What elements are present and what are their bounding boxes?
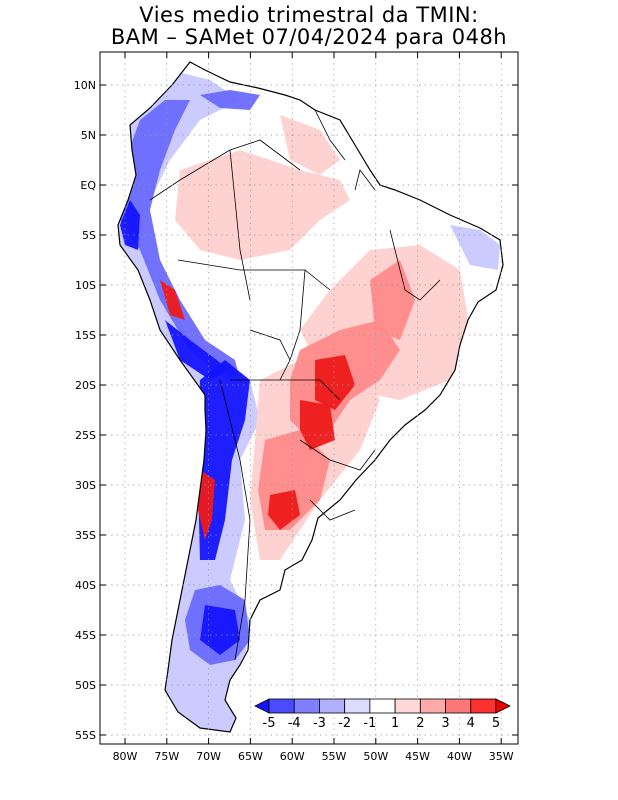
border-line	[177, 259, 331, 291]
red-mid-goias	[370, 260, 415, 340]
colorbar-box	[369, 698, 396, 714]
blue-mid-caribbean	[200, 90, 260, 110]
lat-label: 40S	[75, 579, 96, 592]
map-frame	[99, 51, 519, 745]
lon-label: 70W	[196, 750, 221, 763]
blue-strong-patagonia	[200, 605, 240, 655]
colorbar-label: -4	[288, 716, 301, 731]
red-strong-andes-central	[198, 470, 215, 540]
colorbar-label: -1	[363, 716, 376, 731]
border-line	[309, 499, 356, 521]
red-strong-chaco	[300, 400, 335, 450]
lon-label: 45W	[405, 750, 430, 763]
lat-label: 10S	[75, 279, 96, 292]
lon-label: 55W	[322, 750, 347, 763]
colorbar: -5 -4 -3 -2 -1 1 2 3 4 5	[254, 698, 511, 731]
colorbar-labels: -5 -4 -3 -2 -1 1 2 3 4 5	[263, 716, 501, 731]
lon-label: 65W	[238, 750, 263, 763]
colorbar-box	[293, 698, 320, 714]
latitude-labels: 10N 5N EQ 5S 10S 15S 20S 25S 30S 35S 40S 45S 50S 55S	[74, 79, 97, 742]
bias-field	[118, 70, 500, 732]
colorbar-box	[445, 698, 472, 714]
colorbar-label: 1	[391, 716, 399, 731]
lon-label: 50W	[363, 750, 388, 763]
colorbar-swatches	[254, 698, 511, 714]
map-title-line2: BAM – SAMet 07/04/2024 para 048h	[110, 25, 508, 49]
red-light-amazon	[175, 150, 350, 260]
blue-mid-andes-north	[118, 100, 240, 380]
colorbar-label: 4	[467, 716, 475, 731]
lon-label: 35W	[489, 750, 514, 763]
lat-lon-grid	[100, 52, 518, 744]
colorbar-box	[344, 698, 371, 714]
red-light-guianas	[280, 115, 340, 175]
axis-ticks	[100, 52, 518, 744]
red-strong-pantanal	[315, 355, 355, 410]
map-title-line1: Vies medio trimestral da TMIN:	[139, 3, 479, 27]
lat-label: 5S	[82, 229, 96, 242]
border-line	[249, 329, 291, 361]
blue-light-northeast-tip	[450, 225, 500, 270]
lat-label: 55S	[75, 729, 96, 742]
lat-label: 50S	[75, 679, 96, 692]
colorbar-label: 5	[492, 716, 500, 731]
lat-label: 15S	[75, 329, 96, 342]
colorbar-label: -3	[313, 716, 326, 731]
lon-label: 75W	[154, 750, 179, 763]
border-line	[230, 379, 341, 401]
country-borders	[149, 109, 441, 661]
colorbar-label: -2	[338, 716, 351, 731]
colorbar-box	[319, 698, 346, 714]
colorbar-box	[268, 698, 295, 714]
lat-label: 35S	[75, 529, 96, 542]
lat-label: EQ	[80, 179, 96, 192]
colorbar-arrow-right	[495, 698, 511, 714]
lat-label: 20S	[75, 379, 96, 392]
border-line	[354, 169, 376, 191]
colorbar-label: -5	[263, 716, 276, 731]
colorbar-box	[470, 698, 497, 714]
border-line	[314, 109, 346, 161]
lon-label: 60W	[280, 750, 305, 763]
lat-label: 10N	[74, 79, 96, 92]
border-line	[219, 379, 251, 661]
continent-outline	[117, 61, 504, 733]
longitude-labels: 80W 75W 70W 65W 60W 55W 50W 45W 40W 35W	[113, 750, 514, 763]
land-field	[117, 61, 504, 733]
lat-label: 45S	[75, 629, 96, 642]
lat-label: 30S	[75, 479, 96, 492]
border-line	[229, 149, 251, 301]
red-strong-andes-peru	[160, 280, 185, 320]
border-line	[299, 439, 376, 471]
lon-label: 40W	[447, 750, 472, 763]
border-line	[389, 229, 441, 301]
colorbar-box	[419, 698, 446, 714]
lat-label: 25S	[75, 429, 96, 442]
colorbar-label: 2	[416, 716, 424, 731]
border-line	[279, 269, 306, 381]
colorbar-label: 3	[441, 716, 449, 731]
colorbar-box	[394, 698, 421, 714]
blue-strong-peru-south	[165, 320, 230, 380]
lat-label: 5N	[81, 129, 96, 142]
lon-label: 80W	[113, 750, 138, 763]
